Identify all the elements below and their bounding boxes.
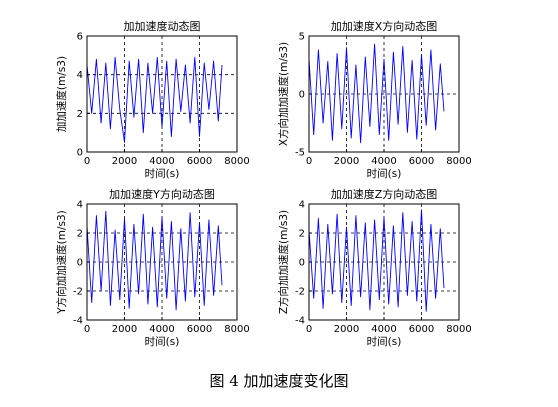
y-axis-label: 加加速度(m/s3)	[55, 56, 68, 132]
x-tick-label: 4000	[149, 324, 174, 335]
x-tick-label: 6000	[187, 156, 212, 167]
x-axis-label: 时间(s)	[367, 335, 402, 348]
y-tick-label: -5	[295, 148, 305, 159]
y-tick-label: 5	[299, 32, 305, 43]
y-tick-label: -4	[295, 316, 305, 327]
data-series-line-1	[86, 210, 223, 311]
y-tick-label: 6	[77, 32, 83, 43]
x-axis-label: 时间(s)	[367, 167, 402, 180]
x-tick-label: 8000	[224, 324, 249, 335]
x-tick-label: 4000	[371, 156, 396, 167]
y-tick-label: 0	[77, 148, 83, 159]
x-axis-label: 时间(s)	[145, 335, 180, 348]
chart-title: 加加速度X方向动态图	[331, 19, 438, 33]
data-series-line-1	[308, 43, 445, 144]
y-tick-label: 4	[77, 200, 83, 211]
x-tick-label: 8000	[446, 156, 471, 167]
x-axis-label: 时间(s)	[145, 167, 180, 180]
x-tick-label: 2000	[334, 156, 359, 167]
x-tick-label: 2000	[112, 156, 137, 167]
y-tick-label: 0	[299, 258, 305, 269]
y-tick-label: -2	[295, 287, 305, 298]
y-tick-label: -2	[73, 287, 83, 298]
x-tick-label: 4000	[371, 324, 396, 335]
figure-caption: 图 4 加加速度变化图	[209, 372, 349, 390]
x-tick-label: 0	[306, 324, 312, 335]
y-axis-label: Z方向加加速度(m/s3)	[277, 210, 290, 314]
x-tick-label: 0	[306, 156, 312, 167]
chart-title: 加加速度Z方向动态图	[331, 187, 438, 201]
y-tick-label: -4	[73, 316, 83, 327]
y-tick-label: 0	[299, 90, 305, 101]
chart-panel-2: 0 2000 4000 6000 8000-505加加速度X方向动态图时间(s)X方向加…	[277, 19, 472, 180]
x-tick-label: 8000	[446, 324, 471, 335]
y-axis-label: Y方向加加速度(m/s3)	[55, 210, 68, 315]
y-tick-label: 2	[77, 229, 83, 240]
x-tick-label: 2000	[334, 324, 359, 335]
x-tick-label: 8000	[224, 156, 249, 167]
data-series-line-1	[86, 56, 223, 143]
x-tick-label: 4000	[149, 156, 174, 167]
y-tick-label: 4	[299, 200, 305, 211]
y-tick-label: 2	[299, 229, 305, 240]
x-tick-label: 6000	[409, 324, 434, 335]
x-tick-label: 6000	[187, 324, 212, 335]
chart-title: 加加速度动态图	[124, 19, 201, 33]
x-tick-label: 6000	[409, 156, 434, 167]
y-tick-label: 0	[77, 258, 83, 269]
y-axis-label: X方向加加速度(m/s3)	[277, 42, 290, 146]
x-tick-label: 0	[84, 324, 90, 335]
y-tick-label: 4	[77, 70, 83, 81]
x-tick-label: 2000	[112, 324, 137, 335]
data-series-line-1	[308, 209, 445, 312]
x-tick-label: 0	[84, 156, 90, 167]
chart-title: 加加速度Y方向动态图	[109, 187, 215, 201]
y-tick-label: 2	[77, 109, 83, 120]
